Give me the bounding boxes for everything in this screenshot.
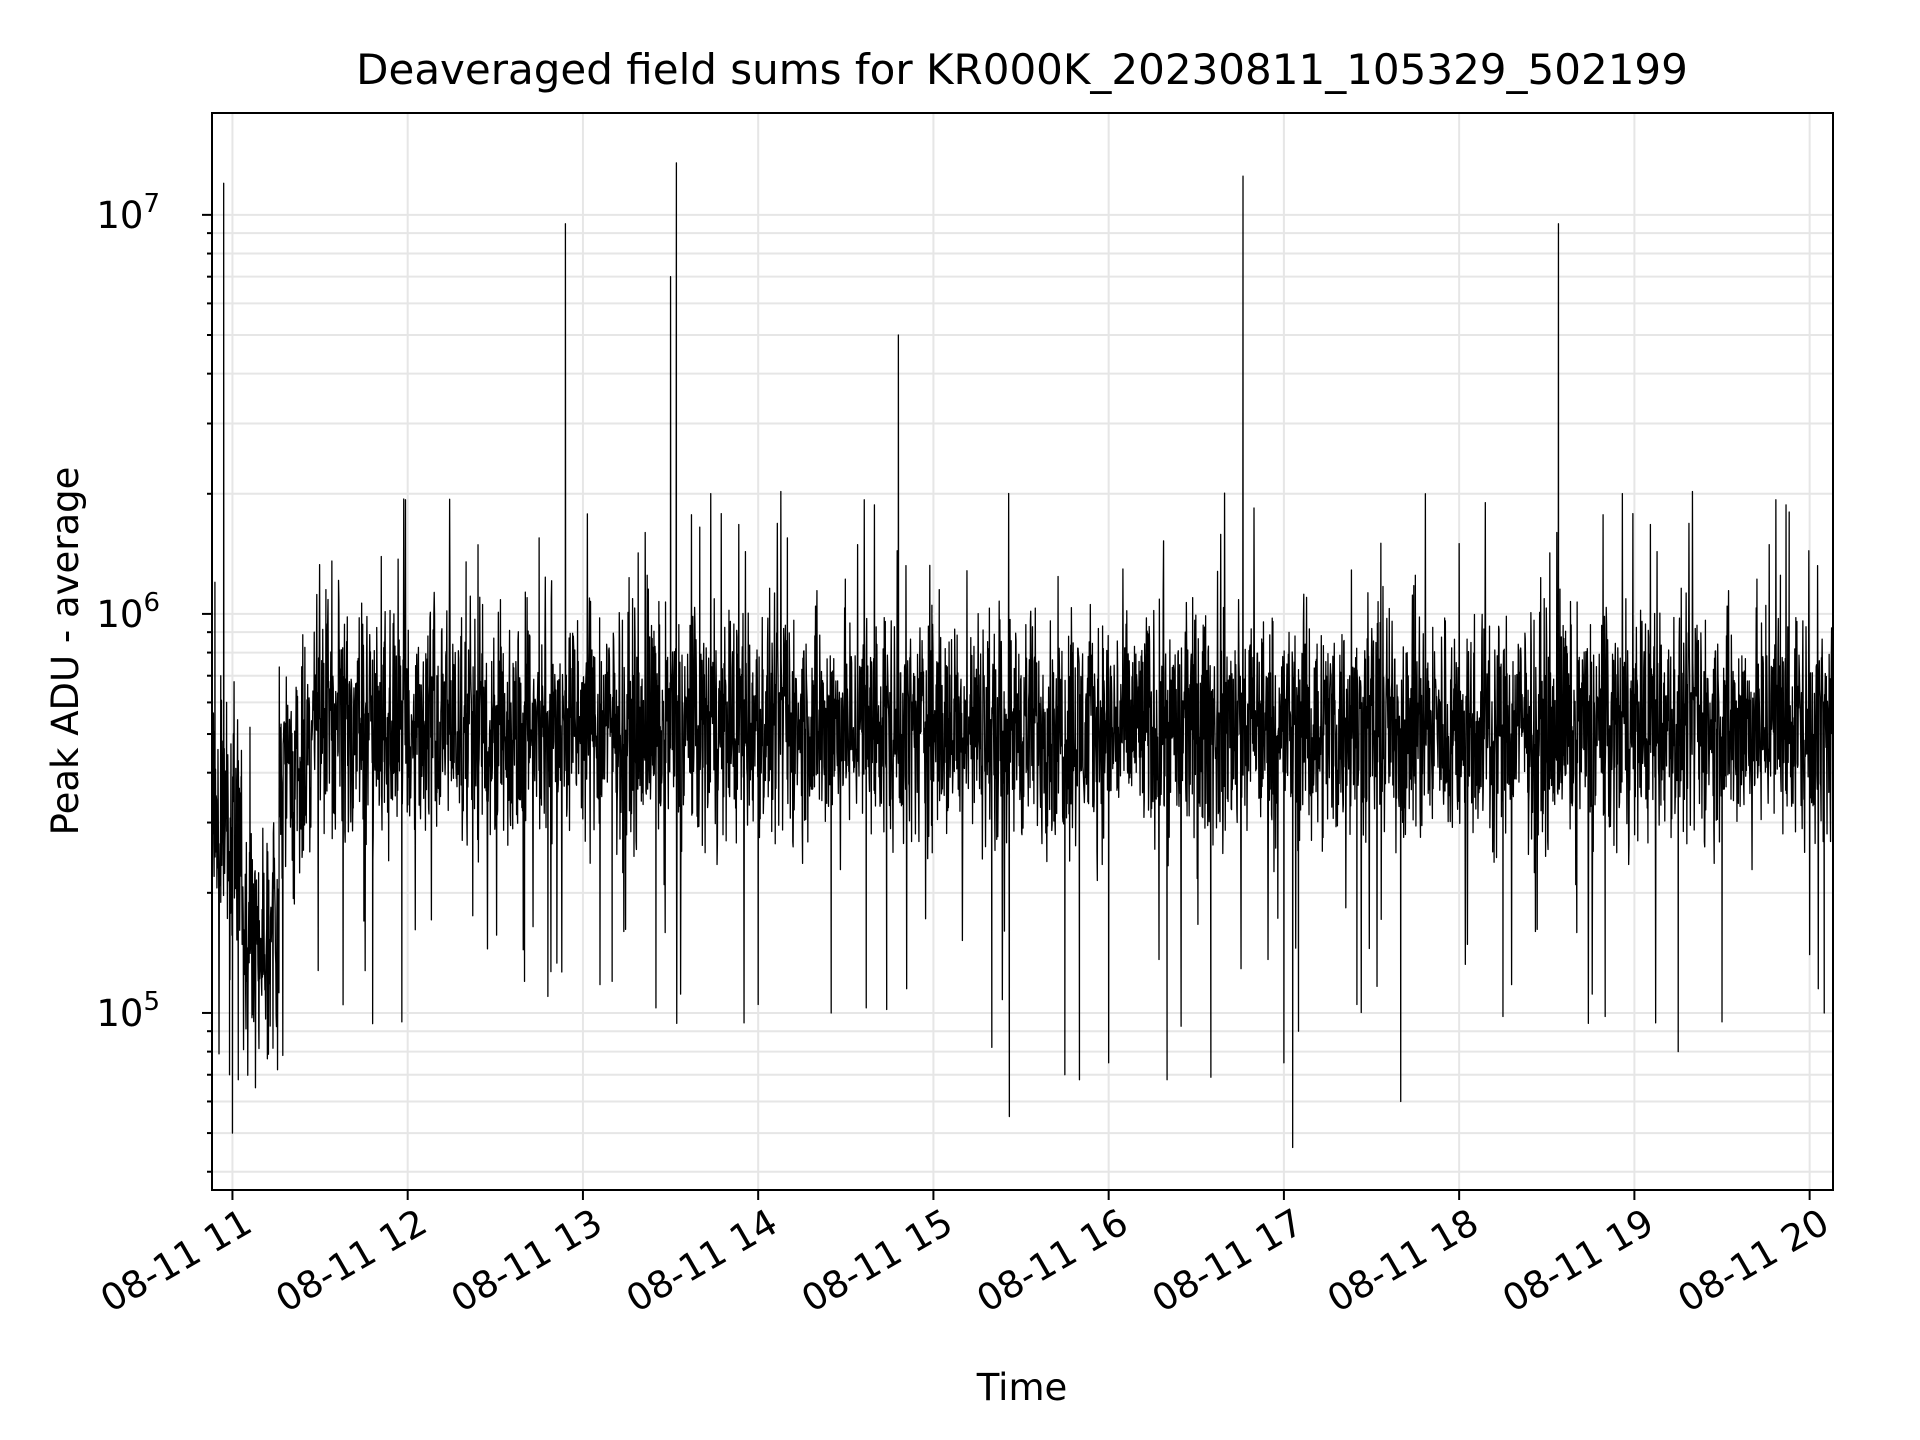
- y-tick-exponent: 7: [143, 189, 160, 219]
- y-tick-exponent: 6: [143, 588, 160, 618]
- series-line: [211, 162, 1834, 1149]
- plot-frame: [211, 112, 1834, 1191]
- x-axis-label: Time: [976, 1366, 1068, 1409]
- y-axis-label: Peak ADU - average: [44, 467, 87, 836]
- chart-title: Deaveraged field sums for KR000K_2023081…: [356, 45, 1688, 94]
- series-group: [211, 162, 1834, 1149]
- y-tick-exponent: 5: [143, 987, 160, 1017]
